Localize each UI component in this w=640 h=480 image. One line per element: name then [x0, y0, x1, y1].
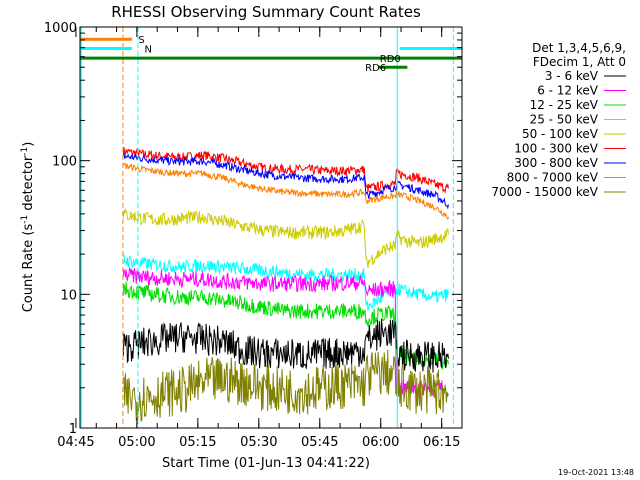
- y-axis-label-sup1: -1: [20, 215, 30, 224]
- x-tick-label-3: 05:30: [240, 435, 277, 450]
- state-bar-label-3: RD0: [380, 54, 401, 65]
- x-tick-label-0: 04:45: [57, 435, 94, 450]
- state-bar-label-0: S: [138, 35, 144, 46]
- y-axis-label: Count Rate (s-1 detector-1): [20, 142, 36, 313]
- y-tick-label-0: 1: [69, 422, 77, 437]
- chart-title: RHESSI Observing Summary Count Rates: [111, 3, 421, 21]
- y-axis-label-main: Count Rate (s: [21, 224, 36, 313]
- y-axis: 1 10 100 1000: [44, 21, 462, 437]
- series-line-0: [122, 147, 449, 194]
- x-tick-label-1: 05:00: [118, 435, 155, 450]
- series-line-1: [123, 152, 449, 210]
- series-line-5: [122, 266, 444, 398]
- x-axis: 04:45 05:00 05:15 05:30 05:45 06:00 06:15: [57, 27, 463, 450]
- x-tick-label-2: 05:15: [179, 435, 216, 450]
- legend-entry-label-1: 6 - 12 keV: [537, 84, 599, 98]
- x-axis-label: Start Time (01-Jun-13 04:41:22): [162, 456, 370, 471]
- legend-header-detectors: Det 1,3,4,5,6,9,: [532, 41, 626, 55]
- footer-date: 19-Oct-2021 13:48: [558, 468, 634, 477]
- y-tick-label-3: 1000: [44, 21, 77, 36]
- state-bar-label-4: RD6: [365, 63, 386, 74]
- legend-entry-label-3: 25 - 50 keV: [530, 113, 599, 127]
- legend-entry-label-4: 50 - 100 keV: [522, 127, 599, 141]
- legend-header-decim: FDecim 1, Att 0: [533, 55, 626, 69]
- x-tick-label-5: 06:00: [362, 435, 399, 450]
- series-line-6: [122, 281, 449, 370]
- legend-entry-label-5: 100 - 300 keV: [514, 142, 598, 156]
- series-line-8: [122, 349, 449, 422]
- x-tick-label-6: 06:15: [423, 435, 460, 450]
- y-tick-label-2: 100: [52, 155, 77, 170]
- series-line-7: [122, 318, 449, 373]
- y-tick-label-1: 10: [60, 288, 77, 303]
- y-axis-label-sup2: -1: [20, 147, 30, 156]
- legend-entry-label-7: 800 - 7000 keV: [507, 171, 599, 185]
- y-axis-label-mid: detector: [21, 155, 36, 215]
- x-tick-label-4: 05:45: [301, 435, 338, 450]
- state-bar-label-1: N: [144, 45, 151, 56]
- y-axis-label-end: ): [21, 142, 36, 147]
- legend-entry-label-2: 12 - 25 keV: [530, 98, 599, 112]
- legend: Det 1,3,4,5,6,9, FDecim 1, Att 0 3 - 6 k…: [491, 41, 626, 199]
- series-line-3: [122, 208, 449, 269]
- legend-entry-label-8: 7000 - 15000 keV: [491, 185, 598, 199]
- legend-entry-label-6: 300 - 800 keV: [514, 156, 598, 170]
- series-line-2: [122, 162, 449, 221]
- plot-frame: [79, 26, 463, 429]
- legend-entry-label-0: 3 - 6 keV: [545, 69, 599, 83]
